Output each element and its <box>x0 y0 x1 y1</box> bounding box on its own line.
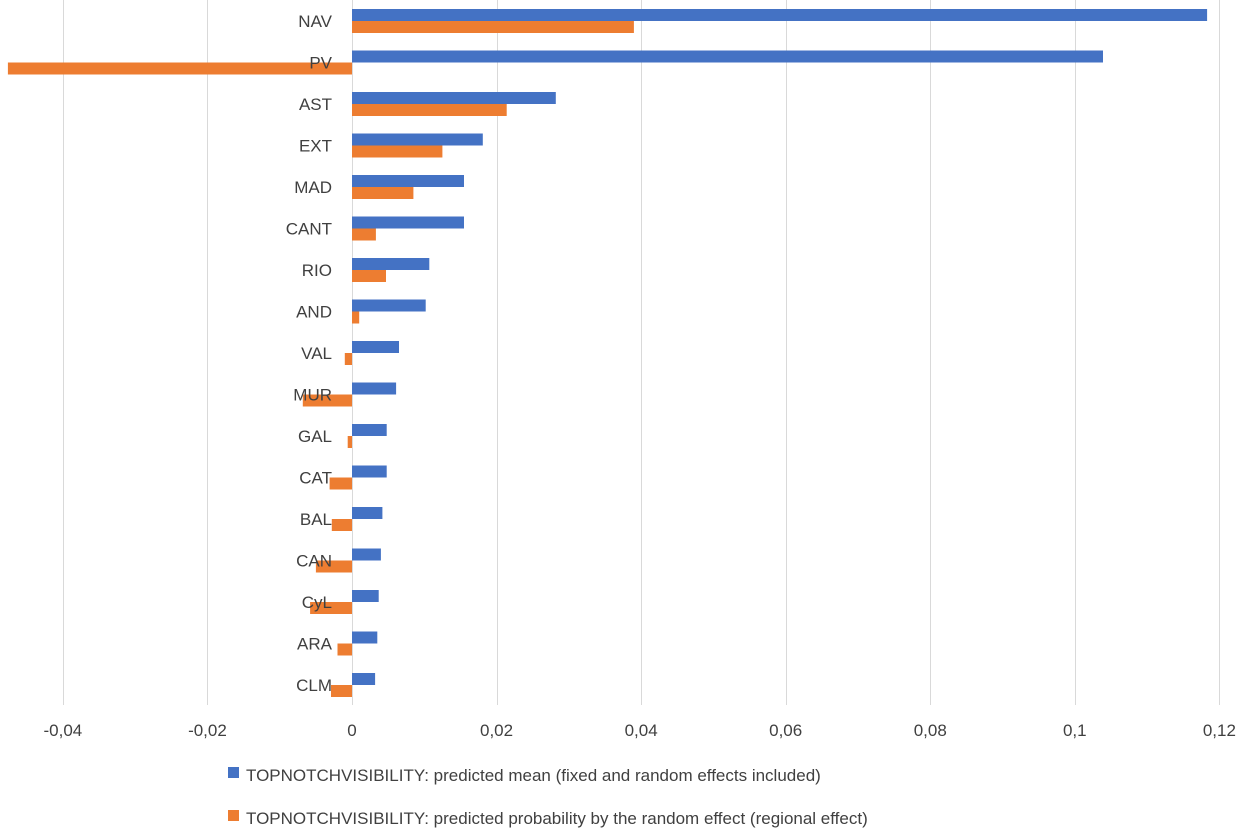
bar-predicted-mean-cat <box>352 465 387 478</box>
bars <box>7 9 1208 697</box>
bar-predicted-mean-mad <box>352 175 464 187</box>
category-label-rio: RIO <box>302 261 332 280</box>
category-label-clm: CLM <box>296 676 332 695</box>
category-label-ast: AST <box>299 95 332 114</box>
x-tick-label: 0,1 <box>1063 721 1087 740</box>
category-label-pv: PV <box>309 54 332 73</box>
bar-random-effect-cat <box>329 477 352 490</box>
category-label-mur: MUR <box>293 386 332 405</box>
bar-predicted-mean-pv <box>352 50 1103 63</box>
category-labels: NAV PV AST EXT MAD CANT RIO AND VAL MUR GAL CAT BAL C… <box>286 12 333 695</box>
bar-random-effect-mur <box>302 394 352 407</box>
bar-random-effect-and <box>352 311 360 324</box>
gridlines <box>63 0 1220 705</box>
category-label-gal: GAL <box>298 427 332 446</box>
x-tick-label: 0,12 <box>1203 721 1236 740</box>
category-label-val: VAL <box>301 344 332 363</box>
category-label-ext: EXT <box>299 137 332 156</box>
category-label-and: AND <box>296 303 332 322</box>
x-tick-label: 0,06 <box>769 721 802 740</box>
bar-random-effect-rio <box>352 270 386 282</box>
legend-label-predicted-mean: TOPNOTCHVISIBILITY: predicted mean (fixe… <box>246 766 821 785</box>
category-label-cat: CAT <box>299 469 332 488</box>
bar-random-effect-ast <box>352 104 507 116</box>
bar-predicted-mean-clm <box>352 673 376 685</box>
legend-label-random-effect: TOPNOTCHVISIBILITY: predicted probabilit… <box>246 809 868 828</box>
bar-predicted-mean-ara <box>352 631 378 644</box>
x-tick-label: 0 <box>347 721 356 740</box>
category-label-mad: MAD <box>294 178 332 197</box>
bar-random-effect-bal <box>331 519 352 531</box>
legend: TOPNOTCHVISIBILITY: predicted mean (fixe… <box>228 766 868 828</box>
category-label-nav: NAV <box>298 12 332 31</box>
bar-predicted-mean-nav <box>352 9 1208 21</box>
bar-predicted-mean-gal <box>352 424 387 436</box>
bar-random-effect-clm <box>331 685 352 697</box>
category-label-bal: BAL <box>300 510 332 529</box>
x-tick-label: 0,02 <box>480 721 513 740</box>
bar-predicted-mean-ast <box>352 92 556 104</box>
category-label-cant: CANT <box>286 220 332 239</box>
bar-random-effect-mad <box>352 187 414 199</box>
bar-predicted-mean-val <box>352 341 399 353</box>
bar-predicted-mean-can <box>352 548 381 561</box>
bar-predicted-mean-cant <box>352 216 464 229</box>
bar-random-effect-ext <box>352 145 443 158</box>
bar-predicted-mean-ext <box>352 133 483 146</box>
category-label-cyl: CyL <box>302 593 332 612</box>
bar-predicted-mean-rio <box>352 258 430 270</box>
legend-entry-random-effect: TOPNOTCHVISIBILITY: predicted probabilit… <box>228 809 868 828</box>
bar-predicted-mean-bal <box>352 507 383 519</box>
bar-predicted-mean-and <box>352 299 426 312</box>
bar-predicted-mean-mur <box>352 382 397 395</box>
bar-predicted-mean-cyl <box>352 590 379 602</box>
bar-random-effect-ara <box>337 643 352 656</box>
bar-random-effect-can <box>315 560 352 573</box>
category-label-can: CAN <box>296 552 332 571</box>
bar-random-effect-val <box>344 353 352 365</box>
bar-random-effect-cyl <box>310 602 352 614</box>
legend-entry-predicted-mean: TOPNOTCHVISIBILITY: predicted mean (fixe… <box>228 766 821 785</box>
category-label-ara: ARA <box>297 635 333 654</box>
bar-random-effect-gal <box>347 436 352 448</box>
bar-random-effect-pv <box>7 62 353 75</box>
x-tick-label: -0,04 <box>44 721 83 740</box>
x-tick-label: 0,08 <box>914 721 947 740</box>
x-tick-label: 0,04 <box>625 721 658 740</box>
legend-swatch-predicted-mean <box>228 767 239 778</box>
legend-swatch-random-effect <box>228 810 239 821</box>
bar-random-effect-nav <box>352 21 634 33</box>
x-axis-tick-labels: -0,04 -0,02 0 0,02 0,04 0,06 0,08 0,1 0,12 <box>44 721 1236 740</box>
bar-random-effect-cant <box>352 228 376 241</box>
x-tick-label: -0,02 <box>188 721 227 740</box>
